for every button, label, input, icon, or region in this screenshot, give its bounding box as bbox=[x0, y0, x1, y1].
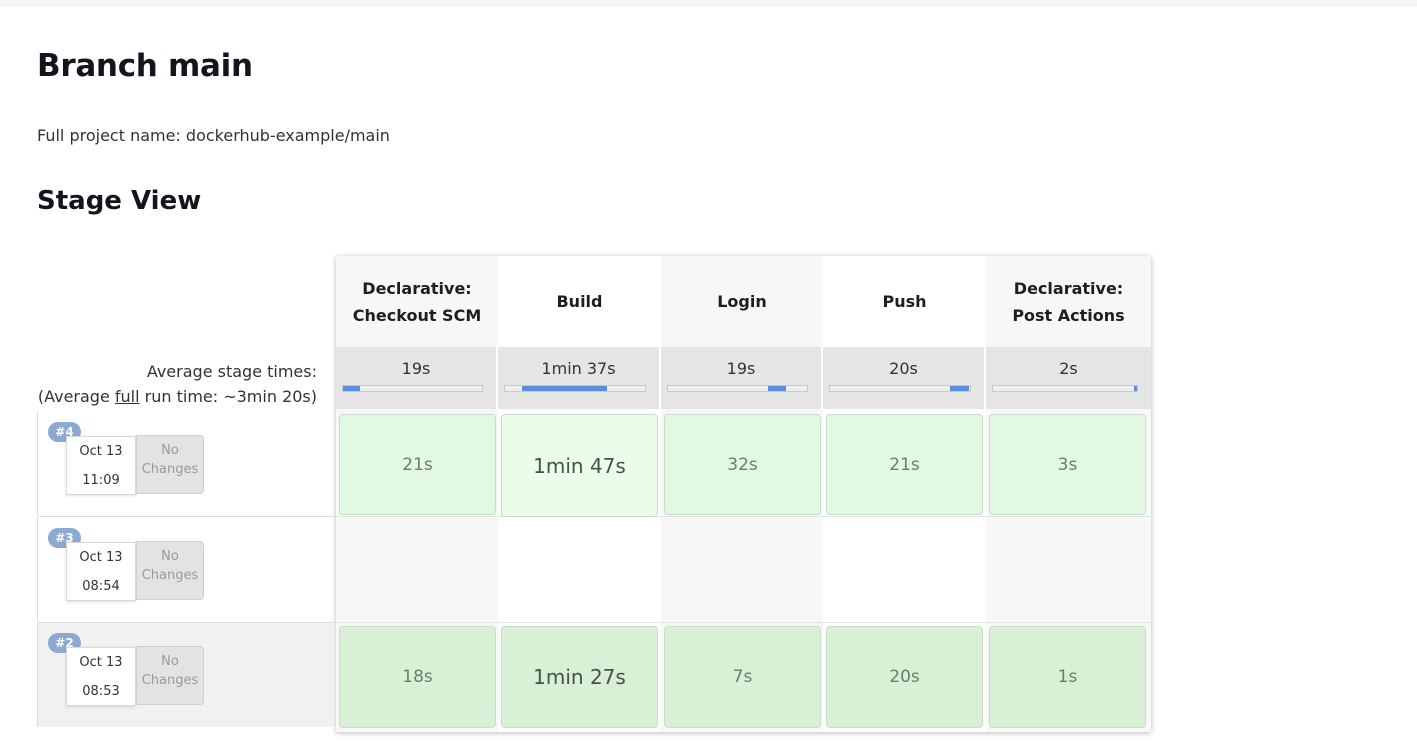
stage-cell-build4-push[interactable]: 21s bbox=[826, 414, 983, 515]
stage-cell-build4-checkout-scm[interactable]: 21s bbox=[339, 414, 496, 515]
row-divider bbox=[336, 622, 1151, 623]
avg-time-post-actions: 2s bbox=[986, 347, 1151, 409]
page-title: Branch main bbox=[37, 48, 253, 84]
avg-time-bar bbox=[342, 385, 483, 392]
build-time: 11:09 bbox=[82, 473, 120, 488]
stage-view-title: Stage View bbox=[37, 186, 202, 216]
build-date: Oct 13 bbox=[79, 655, 123, 670]
build-row-2: #2 Oct 13 08:53 No Changes bbox=[37, 623, 334, 727]
stage-cell-build4-build[interactable]: 1min 47s bbox=[501, 414, 658, 517]
full-run-link[interactable]: full bbox=[114, 387, 140, 406]
avg-time-bar bbox=[667, 385, 808, 392]
full-project-name: Full project name: dockerhub-example/mai… bbox=[37, 126, 390, 145]
stage-header-post-actions: Declarative: Post Actions bbox=[986, 256, 1151, 347]
avg-time-build: 1min 37s bbox=[498, 347, 661, 409]
avg-time-value: 19s bbox=[726, 359, 756, 378]
avg-time-value: 20s bbox=[889, 359, 918, 378]
build-row-4: #4 Oct 13 11:09 No Changes bbox=[37, 412, 335, 517]
build-date-card: Oct 13 11:09 bbox=[66, 436, 136, 495]
row-divider bbox=[336, 516, 1151, 517]
stage-cell-build2-build[interactable]: 1min 27s bbox=[501, 626, 658, 728]
stage-cell-build2-post-actions[interactable]: 1s bbox=[989, 626, 1146, 728]
build-date-card: Oct 13 08:54 bbox=[66, 542, 136, 601]
avg-time-push: 20s bbox=[823, 347, 986, 409]
stage-cell-build4-post-actions[interactable]: 3s bbox=[989, 414, 1146, 515]
no-changes-box[interactable]: No Changes bbox=[136, 435, 204, 494]
build-date: Oct 13 bbox=[79, 444, 123, 459]
build-date-card: Oct 13 08:53 bbox=[66, 647, 136, 706]
avg-time-login: 19s bbox=[661, 347, 823, 409]
avg-time-bar bbox=[992, 385, 1138, 392]
build-date: Oct 13 bbox=[79, 550, 123, 565]
avg-time-checkout-scm: 19s bbox=[336, 347, 498, 409]
build-time: 08:54 bbox=[82, 579, 120, 594]
avg-time-bar bbox=[829, 385, 971, 392]
average-label-line2: (Average full run time: ~3min 20s) bbox=[37, 387, 317, 406]
avg-time-value: 1min 37s bbox=[541, 359, 616, 378]
average-label-line1: Average stage times: bbox=[146, 362, 317, 381]
stage-header-push: Push bbox=[823, 256, 986, 347]
stage-header-checkout-scm: Declarative: Checkout SCM bbox=[336, 256, 498, 347]
top-bar bbox=[0, 0, 1417, 7]
stage-header-build: Build bbox=[498, 256, 661, 347]
avg-time-value: 19s bbox=[401, 359, 431, 378]
build-time: 08:53 bbox=[82, 684, 120, 699]
avg-time-value: 2s bbox=[1059, 359, 1078, 378]
stage-cell-build2-checkout-scm[interactable]: 18s bbox=[339, 626, 496, 728]
average-stage-times-label: Average stage times: (Average full run t… bbox=[38, 359, 317, 409]
build-row-3: #3 Oct 13 08:54 No Changes bbox=[37, 518, 335, 623]
no-changes-box[interactable]: No Changes bbox=[136, 541, 204, 600]
stage-cell-build2-push[interactable]: 20s bbox=[826, 626, 983, 728]
stage-view-table: Declarative: Checkout SCM Build Login Pus… bbox=[336, 256, 1151, 732]
avg-time-bar bbox=[504, 385, 646, 392]
stage-cell-build2-login[interactable]: 7s bbox=[664, 626, 821, 728]
no-changes-box[interactable]: No Changes bbox=[136, 646, 204, 705]
stage-header-login: Login bbox=[661, 256, 823, 347]
stage-cell-build4-login[interactable]: 32s bbox=[664, 414, 821, 515]
